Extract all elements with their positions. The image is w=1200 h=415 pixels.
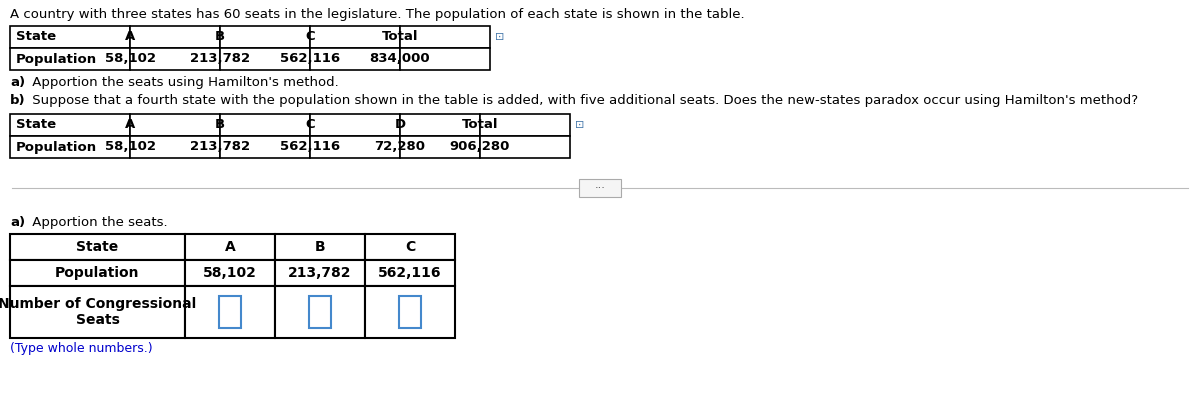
Bar bbox=[400, 114, 480, 136]
Text: (Type whole numbers.): (Type whole numbers.) bbox=[10, 342, 152, 355]
Text: ···: ··· bbox=[594, 183, 606, 193]
Text: Number of Congressional
Seats: Number of Congressional Seats bbox=[0, 297, 197, 327]
Text: Apportion the seats using Hamilton's method.: Apportion the seats using Hamilton's met… bbox=[28, 76, 338, 89]
Text: 72,280: 72,280 bbox=[374, 141, 426, 154]
Text: State: State bbox=[16, 30, 56, 44]
Text: b): b) bbox=[10, 94, 25, 107]
Text: 906,280: 906,280 bbox=[450, 141, 510, 154]
Text: A: A bbox=[125, 30, 136, 44]
Text: ⊡: ⊡ bbox=[496, 32, 504, 42]
Bar bbox=[310, 48, 400, 70]
Bar bbox=[185, 286, 275, 338]
Text: D: D bbox=[395, 119, 406, 132]
Text: C: C bbox=[305, 119, 314, 132]
Bar bbox=[365, 260, 455, 286]
Bar bbox=[220, 296, 241, 328]
Text: 213,782: 213,782 bbox=[190, 53, 250, 66]
Bar bbox=[10, 48, 130, 70]
Text: A: A bbox=[125, 119, 136, 132]
Text: Population: Population bbox=[55, 266, 139, 280]
Bar bbox=[185, 260, 275, 286]
Bar bbox=[10, 26, 130, 48]
Text: C: C bbox=[404, 240, 415, 254]
Bar bbox=[220, 26, 310, 48]
Text: Population: Population bbox=[16, 53, 97, 66]
Bar bbox=[580, 179, 622, 197]
Text: State: State bbox=[77, 240, 119, 254]
Bar bbox=[275, 234, 365, 260]
Text: A country with three states has 60 seats in the legislature. The population of e: A country with three states has 60 seats… bbox=[10, 8, 745, 21]
Bar bbox=[220, 114, 310, 136]
Text: Apportion the seats.: Apportion the seats. bbox=[28, 216, 168, 229]
Bar bbox=[10, 234, 185, 260]
Bar bbox=[310, 26, 400, 48]
Text: A: A bbox=[224, 240, 235, 254]
Text: 562,116: 562,116 bbox=[280, 141, 340, 154]
Bar bbox=[10, 286, 185, 338]
Bar bbox=[310, 296, 331, 328]
Bar bbox=[220, 48, 310, 70]
Text: 58,102: 58,102 bbox=[104, 53, 156, 66]
Text: 58,102: 58,102 bbox=[104, 141, 156, 154]
Bar bbox=[480, 114, 570, 136]
Bar bbox=[400, 26, 490, 48]
Bar bbox=[480, 136, 570, 158]
Text: B: B bbox=[215, 119, 226, 132]
Text: 562,116: 562,116 bbox=[280, 53, 340, 66]
Bar bbox=[220, 136, 310, 158]
Bar bbox=[130, 48, 220, 70]
Text: Total: Total bbox=[382, 30, 419, 44]
Text: B: B bbox=[314, 240, 325, 254]
Text: Population: Population bbox=[16, 141, 97, 154]
Text: ⊡: ⊡ bbox=[575, 120, 584, 130]
Text: 562,116: 562,116 bbox=[378, 266, 442, 280]
Bar bbox=[130, 136, 220, 158]
Bar bbox=[275, 286, 365, 338]
Text: Total: Total bbox=[462, 119, 498, 132]
Bar bbox=[130, 26, 220, 48]
Text: Suppose that a fourth state with the population shown in the table is added, wit: Suppose that a fourth state with the pop… bbox=[28, 94, 1138, 107]
Text: a): a) bbox=[10, 216, 25, 229]
Bar bbox=[130, 114, 220, 136]
Bar bbox=[400, 136, 480, 158]
Bar bbox=[365, 286, 455, 338]
Bar bbox=[310, 136, 400, 158]
Bar bbox=[10, 114, 130, 136]
Text: 834,000: 834,000 bbox=[370, 53, 431, 66]
Text: 213,782: 213,782 bbox=[190, 141, 250, 154]
Bar bbox=[310, 114, 400, 136]
Bar bbox=[275, 260, 365, 286]
Bar bbox=[398, 296, 421, 328]
Text: C: C bbox=[305, 30, 314, 44]
Text: 213,782: 213,782 bbox=[288, 266, 352, 280]
Text: a): a) bbox=[10, 76, 25, 89]
Bar bbox=[185, 234, 275, 260]
Text: B: B bbox=[215, 30, 226, 44]
Text: State: State bbox=[16, 119, 56, 132]
Bar bbox=[400, 48, 490, 70]
Bar bbox=[10, 260, 185, 286]
Bar bbox=[10, 136, 130, 158]
Text: 58,102: 58,102 bbox=[203, 266, 257, 280]
Bar bbox=[365, 234, 455, 260]
